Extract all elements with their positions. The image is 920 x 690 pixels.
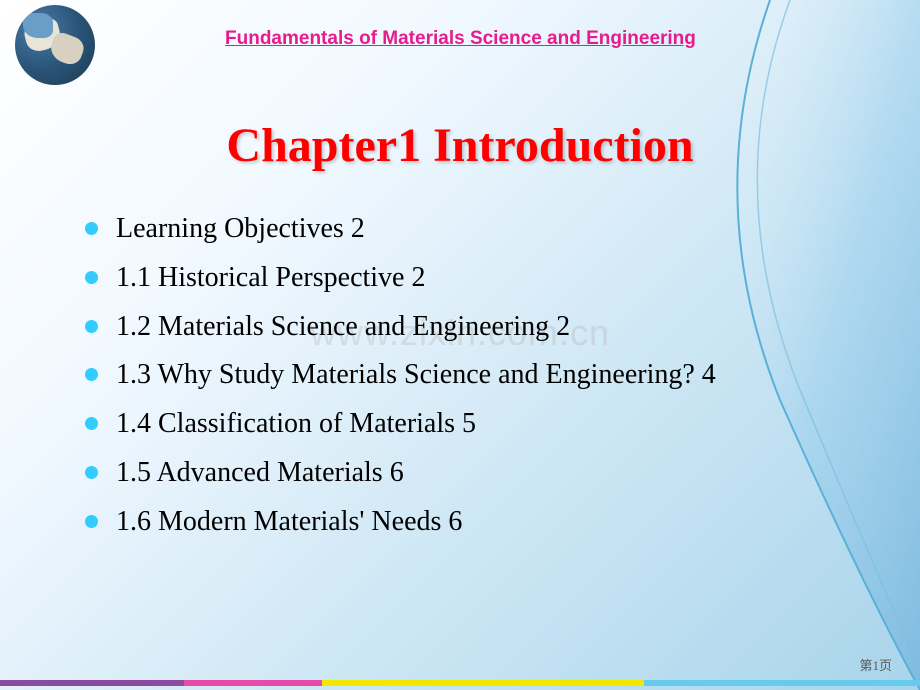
header-logo-image [15, 5, 95, 85]
bullet-icon [85, 417, 98, 430]
list-item: 1.5 Advanced Materials 6 [85, 454, 785, 492]
bottom-color-bar [0, 680, 920, 686]
bullet-icon [85, 271, 98, 284]
slide-container: Fundamentals of Materials Science and En… [0, 0, 920, 690]
bar-segment-blue [644, 680, 920, 686]
bullet-icon [85, 466, 98, 479]
bullet-list: Learning Objectives 2 1.1 Historical Per… [85, 210, 785, 552]
page-number: 第1页 [859, 655, 892, 674]
list-item-text: 1.4 Classification of Materials 5 [116, 405, 785, 443]
list-item-text: 1.2 Materials Science and Engineering 2 [116, 308, 785, 346]
list-item-text: 1.3 Why Study Materials Science and Engi… [116, 356, 785, 394]
list-item: 1.4 Classification of Materials 5 [85, 405, 785, 443]
slide-title: Chapter1 Introduction [0, 118, 920, 173]
list-item-text: Learning Objectives 2 [116, 210, 785, 248]
list-item: 1.1 Historical Perspective 2 [85, 259, 785, 297]
bar-segment-yellow [322, 680, 644, 686]
list-item-text: 1.5 Advanced Materials 6 [116, 454, 785, 492]
list-item: Learning Objectives 2 [85, 210, 785, 248]
bar-segment-purple [0, 680, 184, 686]
bullet-icon [85, 515, 98, 528]
header-subtitle: Fundamentals of Materials Science and En… [225, 28, 696, 50]
bullet-icon [85, 320, 98, 333]
bar-segment-pink [184, 680, 322, 686]
list-item: 1.6 Modern Materials' Needs 6 [85, 503, 785, 541]
bullet-icon [85, 368, 98, 381]
bullet-icon [85, 222, 98, 235]
list-item-text: 1.1 Historical Perspective 2 [116, 259, 785, 297]
list-item: 1.2 Materials Science and Engineering 2 [85, 308, 785, 346]
list-item: 1.3 Why Study Materials Science and Engi… [85, 356, 785, 394]
list-item-text: 1.6 Modern Materials' Needs 6 [116, 503, 785, 541]
